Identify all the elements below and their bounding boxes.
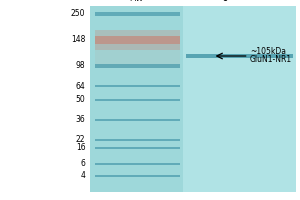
Bar — [94, 44, 180, 68]
Bar — [94, 119, 180, 121]
Bar — [186, 54, 292, 58]
Text: 64: 64 — [76, 82, 85, 90]
Text: ~105kDa: ~105kDa — [250, 46, 286, 55]
Text: GluN1-NR1: GluN1-NR1 — [250, 55, 292, 64]
Text: 22: 22 — [76, 136, 86, 144]
Bar — [90, 6, 183, 192]
Text: 1: 1 — [222, 0, 226, 3]
Bar — [183, 6, 296, 192]
Bar — [90, 6, 296, 192]
Text: 4: 4 — [81, 171, 85, 180]
Text: 50: 50 — [76, 96, 85, 104]
Bar — [94, 163, 180, 165]
Text: 36: 36 — [76, 116, 85, 124]
Bar — [94, 99, 180, 101]
Text: 6: 6 — [81, 160, 85, 168]
Bar — [94, 175, 180, 177]
Text: 148: 148 — [71, 36, 85, 45]
Text: 250: 250 — [71, 9, 85, 19]
Bar — [94, 64, 180, 68]
Bar — [94, 36, 180, 44]
Text: MW: MW — [129, 0, 144, 3]
Bar — [94, 12, 180, 16]
Bar — [94, 147, 180, 149]
Text: 98: 98 — [76, 62, 86, 71]
Text: 16: 16 — [76, 144, 86, 152]
Bar — [94, 30, 180, 50]
Bar — [94, 85, 180, 87]
Bar — [94, 139, 180, 141]
